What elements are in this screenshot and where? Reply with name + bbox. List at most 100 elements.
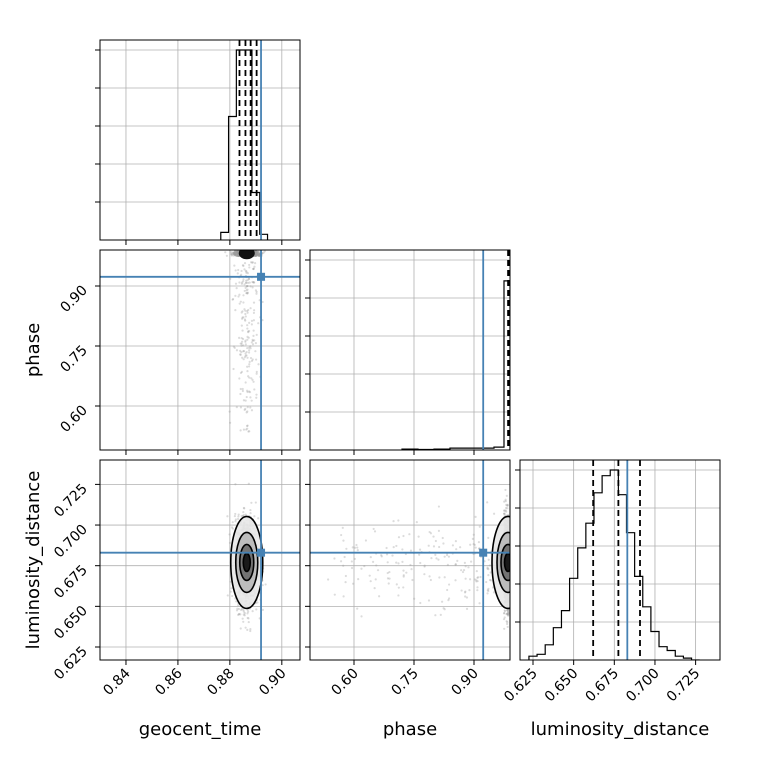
sample-point — [231, 527, 234, 530]
sample-point — [243, 614, 246, 617]
sample-point — [246, 406, 249, 409]
sample-point — [487, 568, 490, 571]
sample-point — [505, 622, 509, 626]
sample-point — [246, 424, 249, 428]
sample-point — [226, 594, 229, 597]
sample-point — [256, 253, 259, 256]
sample-point — [226, 515, 229, 518]
sample-point — [244, 626, 247, 629]
sample-point — [261, 608, 265, 611]
sample-point — [504, 498, 507, 501]
sample-point — [256, 251, 260, 254]
sample-point — [418, 553, 421, 556]
sample-point — [489, 579, 493, 582]
sample-point — [235, 609, 239, 612]
truth-marker — [479, 548, 488, 557]
sample-point — [253, 254, 257, 257]
sample-point — [253, 388, 256, 391]
sample-point — [476, 580, 479, 583]
sample-point — [239, 349, 242, 352]
sample-point — [507, 609, 510, 612]
sample-point — [356, 549, 359, 552]
x-tick-label: 0.90 — [256, 666, 289, 699]
sample-point — [255, 251, 258, 254]
sample-point — [225, 254, 228, 257]
sample-point — [261, 584, 264, 587]
sample-point — [464, 577, 467, 580]
y-tick-label: 0.700 — [51, 522, 91, 562]
sample-point — [234, 252, 238, 256]
sample-point — [386, 577, 390, 580]
panel-frame — [309, 249, 511, 451]
sample-point — [507, 614, 510, 617]
x-tick-label: 0.84 — [100, 665, 133, 698]
y-tick-label: 0.75 — [57, 343, 90, 376]
sample-point — [252, 380, 255, 383]
sample-point — [475, 579, 478, 582]
sample-point — [247, 375, 250, 378]
sample-point — [246, 338, 249, 341]
sample-point — [256, 251, 259, 254]
sample-point — [254, 254, 257, 257]
sample-point — [447, 599, 450, 602]
sample-point — [255, 253, 258, 257]
sample-point — [240, 342, 243, 345]
sample-point — [475, 570, 478, 573]
sample-point — [333, 593, 336, 596]
sample-point — [477, 541, 481, 544]
sample-point — [237, 254, 240, 257]
sample-point — [234, 252, 237, 255]
sample-point — [369, 556, 372, 559]
sample-point — [254, 250, 257, 253]
sample-point — [234, 512, 237, 516]
sample-point — [229, 421, 232, 424]
sample-point — [232, 345, 236, 348]
sample-point — [368, 574, 371, 577]
sample-point — [246, 346, 249, 350]
sample-point — [255, 290, 258, 293]
sample-point — [503, 627, 506, 630]
sample-point — [247, 365, 251, 368]
sample-point — [240, 351, 243, 354]
sample-point — [429, 532, 433, 535]
sample-point — [246, 335, 249, 339]
sample-point — [247, 336, 250, 339]
sample-point — [507, 513, 510, 517]
sample-point — [244, 286, 247, 289]
sample-point — [476, 589, 479, 592]
sample-point — [240, 324, 243, 327]
sample-point — [229, 252, 232, 255]
sample-point — [234, 520, 237, 523]
sample-point — [242, 316, 245, 319]
sample-point — [242, 513, 245, 517]
sample-point — [506, 625, 509, 629]
sample-point — [251, 261, 254, 264]
sample-point — [230, 587, 233, 590]
sample-point — [251, 338, 254, 342]
panel-frame — [519, 459, 721, 661]
sample-point — [241, 387, 244, 391]
sample-point — [239, 353, 242, 356]
sample-point — [242, 350, 245, 353]
sample-point — [237, 253, 240, 256]
panel-frame — [99, 39, 301, 241]
sample-point — [257, 363, 260, 366]
sample-point — [250, 399, 253, 402]
sample-point — [244, 399, 247, 402]
sample-point — [469, 543, 472, 546]
sample-point — [248, 346, 251, 349]
sample-point — [386, 561, 389, 564]
sample-point — [352, 582, 355, 585]
sample-point — [255, 333, 258, 336]
sample-point — [234, 252, 237, 255]
sample-point — [255, 252, 258, 255]
panel-background — [100, 460, 300, 660]
panel-phase-vs-phase — [305, 249, 511, 455]
sample-point — [423, 564, 426, 567]
sample-point — [252, 267, 255, 271]
sample-point — [353, 546, 357, 549]
sample-point — [233, 252, 236, 255]
sample-point — [246, 370, 249, 373]
x-axis-label-phase: phase — [383, 719, 437, 740]
